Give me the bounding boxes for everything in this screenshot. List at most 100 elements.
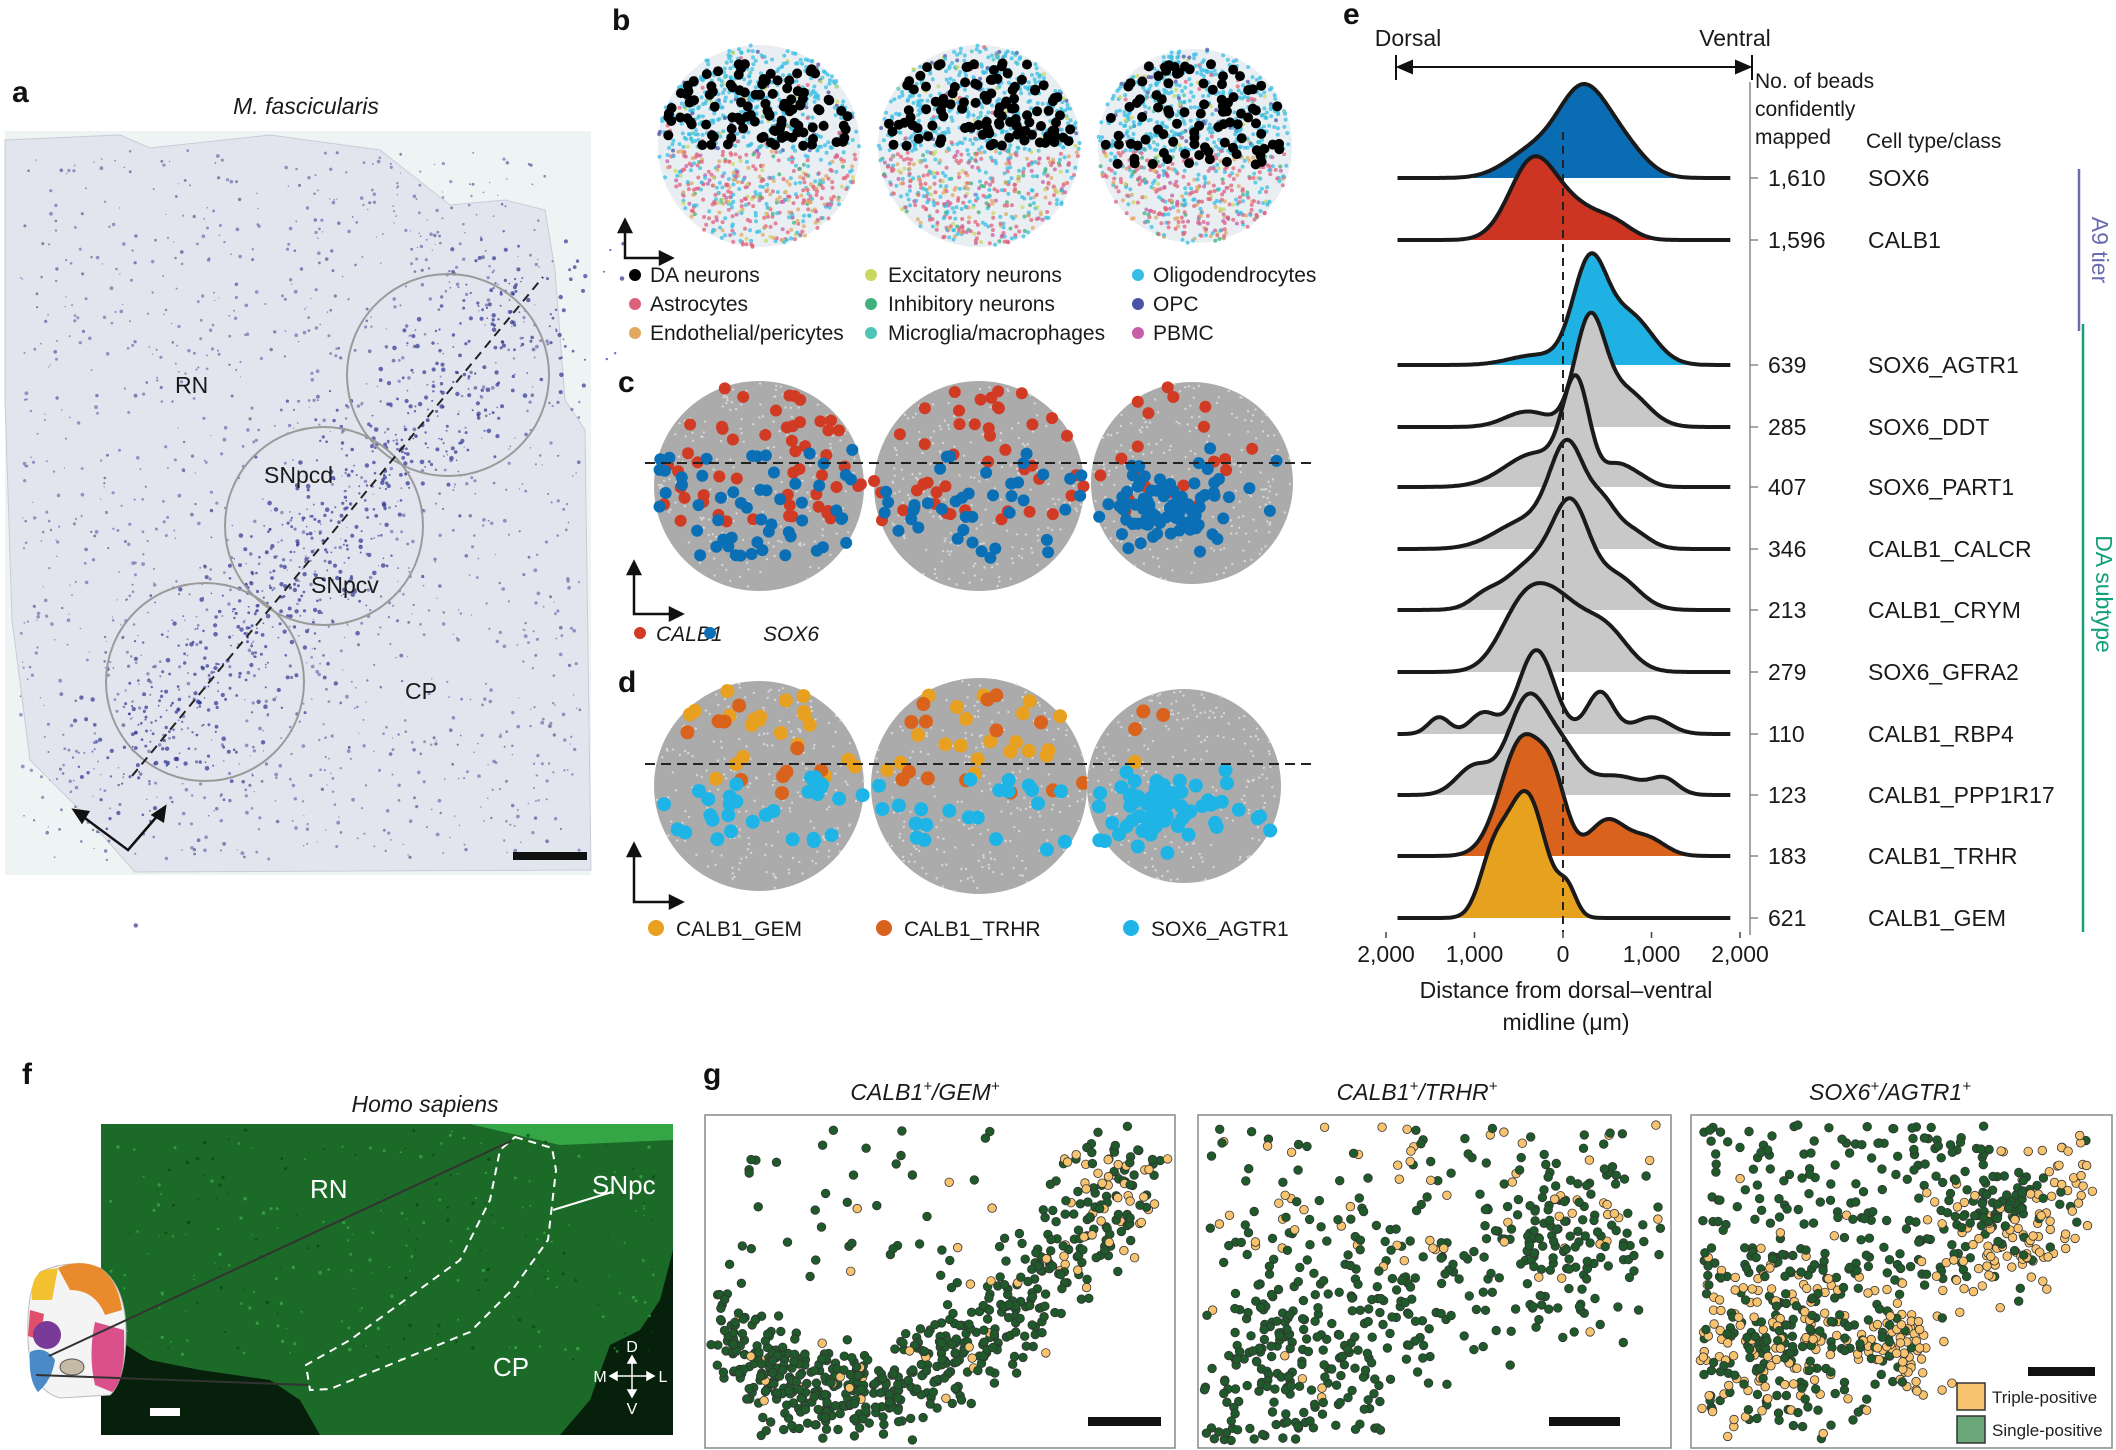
signal-speckle [255,850,259,854]
da-neuron-bead [1036,121,1046,131]
signal-speckle [470,476,474,480]
da-neuron-bead [1047,96,1058,107]
cell-type-bead [938,184,943,189]
signal-speckle [228,673,233,677]
signal-speckle [426,219,428,221]
cell-type-bead [773,111,778,116]
cell-type-bead [1060,100,1065,105]
cell-type-bead [1116,151,1121,155]
signal-speckle [493,455,497,459]
cell-type-bead [803,57,808,62]
cell-type-bead [1102,149,1106,154]
cell-type-bead [795,230,800,235]
signal-speckle [431,367,436,372]
cell-type-bead [751,62,756,67]
cell-type-bead [1146,118,1151,123]
signal-speckle [457,470,460,473]
cell-type-bead [938,158,943,163]
signal-speckle [578,708,582,712]
signal-speckle [509,823,512,826]
cell-type-bead [715,146,720,151]
signal-speckle [410,262,413,266]
signal-speckle [434,468,438,472]
signal-speckle [148,780,151,783]
cell-type-bead [955,224,960,229]
signal-speckle [246,428,250,432]
cell-type-bead [1142,211,1147,216]
cell-type-bead [978,179,982,184]
signal-speckle [49,779,51,782]
cell-type-bead [1147,106,1152,111]
signal-speckle [213,665,218,671]
signal-speckle [393,305,397,309]
da-neuron-bead [838,120,849,131]
cell-type-bead [1221,53,1226,58]
signal-speckle [407,656,409,658]
signal-speckle [514,283,518,287]
signal-speckle [164,725,168,730]
signal-speckle [204,575,209,580]
signal-speckle [319,662,321,665]
cell-type-bead [759,120,764,125]
signal-speckle [419,170,422,173]
signal-speckle [477,774,481,778]
signal-speckle [556,609,560,613]
da-neuron-bead [913,133,924,144]
signal-speckle [160,400,164,403]
signal-speckle [572,694,575,696]
signal-speckle [81,272,85,276]
cell-type-bead [771,175,776,180]
signal-speckle [294,673,299,678]
signal-speckle [202,416,206,420]
signal-speckle [457,609,460,611]
signal-speckle [351,216,354,218]
signal-speckle [482,518,486,522]
cell-type-bead [808,92,813,97]
cell-type-bead [824,174,829,178]
signal-speckle [95,830,99,834]
cell-type-bead [992,187,997,192]
signal-speckle [448,281,451,283]
cell-type-bead [994,86,999,91]
signal-speckle [103,200,107,203]
signal-speckle [312,607,318,613]
cell-type-bead [884,110,889,115]
signal-speckle [549,721,553,725]
signal-speckle [330,510,334,514]
signal-speckle [330,734,334,738]
signal-speckle [360,807,364,810]
cell-type-bead [1125,193,1130,198]
cell-type-bead [1065,169,1070,174]
cell-type-bead [1206,180,1211,185]
cell-type-bead [1262,124,1266,129]
signal-speckle [337,520,341,524]
da-neuron-bead [981,94,992,105]
cell-type-bead [829,146,834,150]
cell-type-bead [931,200,936,205]
cell-type-bead [1281,174,1286,179]
signal-speckle [41,530,45,534]
signal-speckle [389,165,393,169]
signal-speckle [425,418,430,422]
signal-speckle [439,382,444,386]
signal-speckle [214,299,216,302]
signal-speckle [162,275,165,277]
cell-type-bead [829,202,833,207]
signal-speckle [174,710,179,714]
cell-type-bead [1242,158,1247,163]
cell-type-bead [1030,174,1035,179]
cell-type-bead [790,212,795,217]
signal-speckle [338,816,340,818]
signal-speckle [272,586,276,590]
cell-type-bead [1053,89,1058,93]
cell-type-bead [704,98,709,103]
signal-speckle [172,728,175,731]
cell-type-bead [1177,143,1182,148]
cell-type-bead [735,139,740,144]
signal-speckle [174,537,177,540]
signal-speckle [452,489,455,492]
signal-speckle [314,326,319,330]
signal-speckle [273,507,279,512]
signal-speckle [269,571,272,574]
